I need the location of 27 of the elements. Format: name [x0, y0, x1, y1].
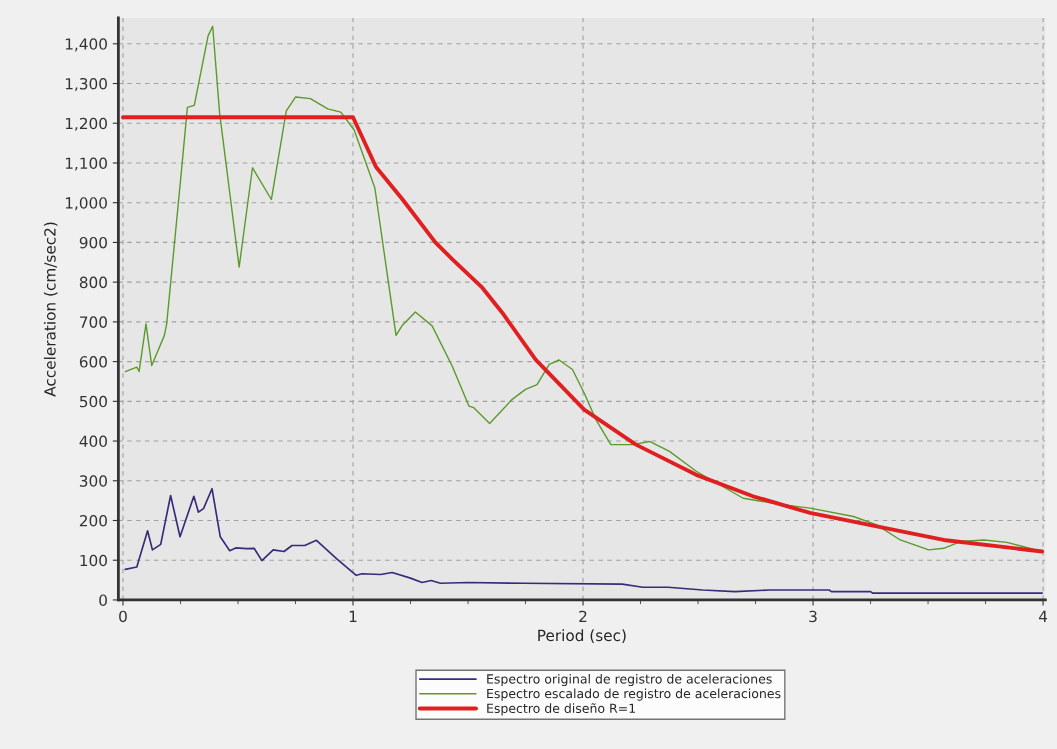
x-tick-label: 1	[349, 610, 357, 622]
line-series	[121, 115, 1045, 554]
y-tick-label: 0	[99, 594, 107, 606]
line-series	[124, 487, 1043, 595]
y-axis-title: Acceleration (cm/sec2)	[43, 222, 58, 397]
legend-label: Espectro escalado de registro de aceleraciones	[487, 688, 781, 701]
y-tick-label: 400	[79, 435, 107, 448]
legend-label: Espectro de diseño R=1	[487, 703, 636, 716]
y-tick-label: 1,000	[65, 197, 107, 211]
x-tick-label: 4	[1038, 610, 1048, 622]
y-tick-label: 1,100	[65, 157, 107, 171]
y-tick-label: 700	[80, 316, 107, 328]
y-tick-label: 100	[80, 554, 107, 567]
x-axis-title: Period (sec)	[538, 629, 626, 643]
y-tick-label: 500	[79, 395, 107, 408]
y-tick-label: 1,300	[65, 77, 107, 92]
y-tick-label: 800	[79, 276, 107, 289]
x-tick-label: 3	[809, 610, 817, 623]
y-tick-label: 900	[79, 236, 107, 249]
y-tick-label: 1,200	[65, 117, 107, 131]
y-tick-label: 300	[79, 475, 107, 487]
x-tick-label: 2	[579, 610, 587, 622]
x-tick-label: 0	[119, 610, 127, 623]
y-tick-label: 1,400	[65, 38, 107, 52]
y-tick-label: 600	[79, 356, 107, 368]
legend-label: Espectro original de registro de aceleraciones	[487, 673, 772, 687]
y-tick-label: 200	[79, 514, 107, 527]
